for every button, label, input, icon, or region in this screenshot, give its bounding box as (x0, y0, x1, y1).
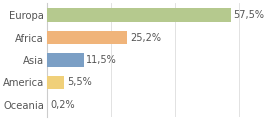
Bar (47, 76, 64, 89)
Bar (47, 8, 231, 22)
Text: 57,5%: 57,5% (233, 10, 264, 20)
Text: 11,5%: 11,5% (86, 55, 117, 65)
Text: 25,2%: 25,2% (130, 33, 161, 43)
Text: 0,2%: 0,2% (50, 100, 75, 110)
Bar (47, 53, 84, 67)
Text: 5,5%: 5,5% (67, 77, 92, 87)
Bar (47, 31, 127, 44)
